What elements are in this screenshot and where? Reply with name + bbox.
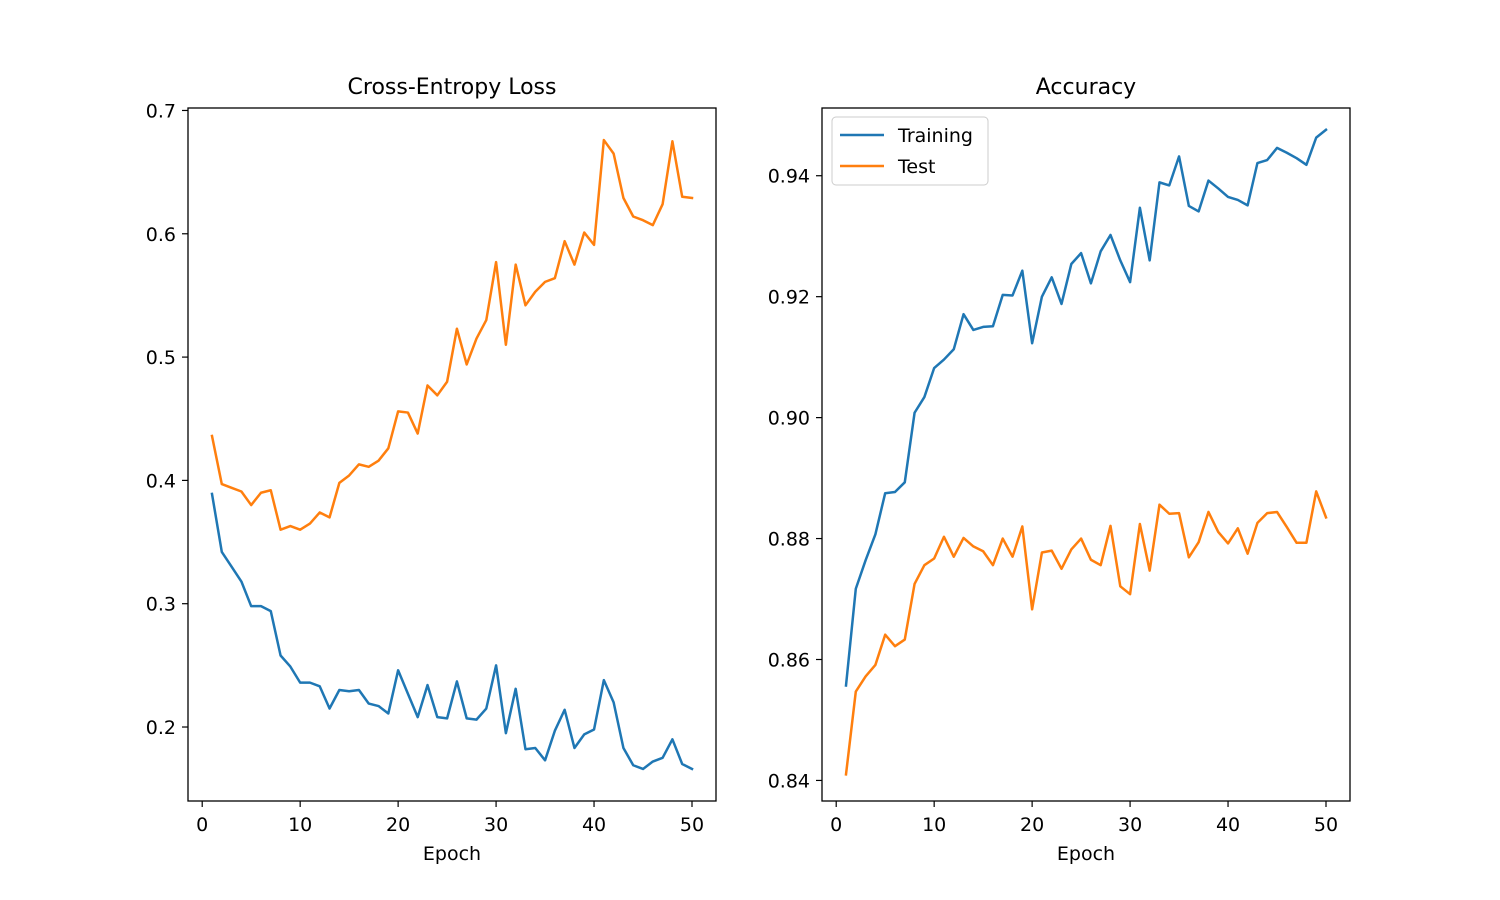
- loss-x-tick-label: 50: [680, 814, 704, 836]
- loss-x-tick-label: 20: [386, 814, 410, 836]
- loss-y-tick-label: 0.5: [146, 347, 176, 369]
- accuracy-x-tick-label: 50: [1314, 814, 1338, 836]
- accuracy-x-tick-label: 40: [1216, 814, 1240, 836]
- accuracy-series-line-test: [844, 490, 1328, 776]
- accuracy-y-tick-label: 0.88: [768, 529, 810, 551]
- loss-chart: Cross-Entropy Loss 0 10 20 30 40 500.20.30.40…: [146, 75, 717, 865]
- loss-series-line-0: [210, 492, 694, 771]
- loss-y-tick-label: 0.7: [146, 100, 176, 122]
- accuracy-x-tick-label: 10: [922, 814, 946, 836]
- loss-y-tick-label: 0.2: [146, 717, 176, 739]
- loss-x-tick-label: 30: [484, 814, 508, 836]
- loss-x-tick-label: 0: [196, 814, 208, 836]
- loss-x-tick-label: 10: [288, 814, 312, 836]
- accuracy-y-tick-label: 0.84: [768, 770, 810, 792]
- accuracy-x-axis-label: Epoch: [1057, 843, 1115, 865]
- loss-y-tick-label: 0.3: [146, 594, 176, 616]
- accuracy-x-tick-label: 0: [830, 814, 842, 836]
- loss-series-line-1: [210, 138, 694, 531]
- accuracy-y-tick-label: 0.90: [768, 408, 810, 430]
- accuracy-series-line-training: [844, 128, 1328, 687]
- loss-chart-title: Cross-Entropy Loss: [348, 75, 557, 100]
- accuracy-chart: Accuracy 0 10 20 30 40 50 0.84 0.86 0.88 0.90 0.92…: [768, 75, 1351, 865]
- accuracy-x-tick-label: 20: [1020, 814, 1044, 836]
- legend-test-label: Test: [897, 156, 935, 178]
- loss-axes-frame: [187, 107, 717, 802]
- accuracy-axes-frame: [821, 107, 1351, 802]
- accuracy-x-tick-label: 30: [1118, 814, 1142, 836]
- loss-x-axis-label: Epoch: [423, 843, 481, 865]
- accuracy-plot-area: 0 10 20 30 40 50 0.84 0.86 0.88 0.90 0.92 0.94: [768, 107, 1351, 836]
- accuracy-y-tick-label: 0.86: [768, 649, 810, 671]
- accuracy-legend: Training Test: [831, 116, 989, 186]
- accuracy-y-tick-label: 0.94: [768, 166, 810, 188]
- accuracy-y-tick-label: 0.92: [768, 287, 810, 309]
- legend-training-label: Training: [897, 125, 973, 147]
- loss-plot-area: 0 10 20 30 40 50 0.2 0.3 0.4 0.5 0.6 0.7: [146, 100, 717, 836]
- loss-x-tick-label: 40: [582, 814, 606, 836]
- loss-y-tick-label: 0.6: [146, 224, 176, 246]
- accuracy-chart-title: Accuracy: [1036, 75, 1136, 100]
- loss-y-tick-label: 0.4: [146, 470, 176, 492]
